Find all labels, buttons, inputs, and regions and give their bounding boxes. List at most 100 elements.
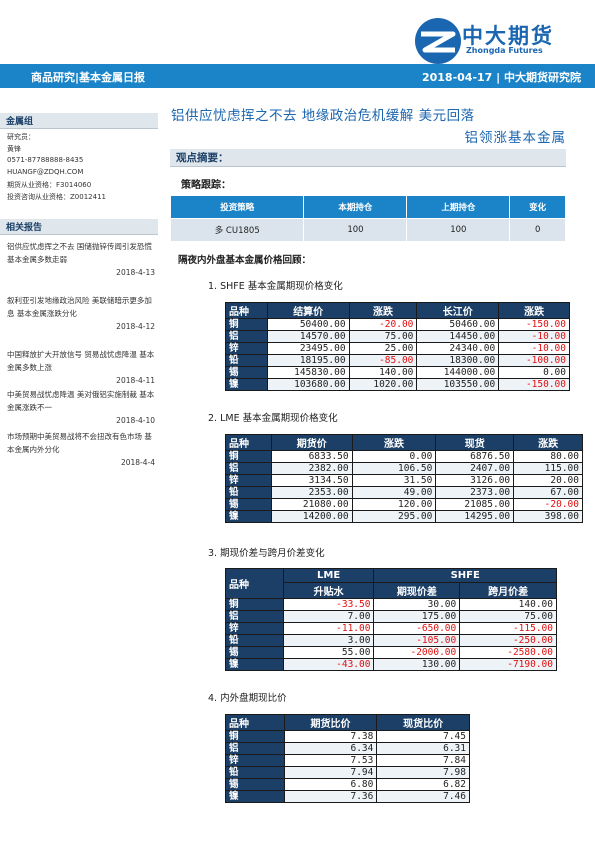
table-cell: -7190.00 xyxy=(459,658,557,671)
table-header-cell: 现货 xyxy=(435,434,515,451)
row-label: 铝 xyxy=(225,742,285,755)
table-cell: 7.36 xyxy=(283,790,378,803)
related-report-1[interactable]: 铝供应忧虑挥之不去 国储抛锌传闻引发恐慌 基本金属多数走弱 2018-4-13 xyxy=(7,240,159,279)
table-cell: 24340.00 xyxy=(416,342,500,355)
table-header-cell: 涨跌 xyxy=(351,434,437,451)
section-heading-lme: 2. LME 基本金属期现价格变化 xyxy=(208,413,338,424)
table-header-cell: 品种 xyxy=(225,714,285,731)
view-summary-bar: 观点摘要： xyxy=(170,149,566,167)
table-cell: -85.00 xyxy=(348,354,418,367)
table-cell: 50460.00 xyxy=(416,318,500,331)
brand-name-en: Zhongda Futures xyxy=(466,46,543,55)
related-report-2[interactable]: 叙利亚引发地缘政治风险 美联储暗示更多加息 基本金属涨跌分化 2018-4-12 xyxy=(7,294,159,333)
consult-qualification: 投资咨询从业资格：Z0012411 xyxy=(7,193,106,201)
table-cell: -150.00 xyxy=(498,378,570,391)
table-header-cell: 现货比价 xyxy=(376,714,470,731)
table-cell: 14200.00 xyxy=(270,510,353,523)
table-row: 锡 55.00 -2000.00 -2580.00 xyxy=(225,646,557,659)
table-row: 镍 -43.00 130.00 -7190.00 xyxy=(225,658,557,671)
lme-price-table: 品种 期货价 涨跌 现货 涨跌铜 6833.50 0.00 6876.50 80.00 铝 2382… xyxy=(225,434,583,523)
table-cell: 3.00 xyxy=(282,634,375,647)
table-row: 锌 7.53 7.84 xyxy=(225,754,470,767)
table-cell: -20.00 xyxy=(348,318,418,331)
researcher-email[interactable]: HUANGF@ZDQH.COM xyxy=(7,168,84,176)
row-label: 锌 xyxy=(225,342,268,355)
table-cell: 49.00 xyxy=(351,486,437,499)
report-date: 2018-4-12 xyxy=(116,322,155,331)
table-cell: 0 xyxy=(509,218,566,242)
review-title: 隔夜内外盘基本金属价格回顾： xyxy=(178,255,312,266)
strategy-table: 投资策略 本期持仓 上期持仓 变化 多 CU1805 100 100 0 xyxy=(169,195,566,242)
report-date-institute: 2018-04-17 | 中大期货研究院 xyxy=(421,71,581,84)
table-cell: 7.00 xyxy=(282,610,375,623)
table-row: 铜 7.38 7.45 xyxy=(225,730,470,743)
section-heading-spread: 3. 期现价差与跨月价差变化 xyxy=(208,548,325,559)
table-header-row: 品种 LME SHFE xyxy=(225,568,557,599)
row-label: 锡 xyxy=(225,498,272,511)
table-cell: -11.00 xyxy=(282,622,375,635)
table-header-cell: 升贴水 xyxy=(282,582,375,599)
table-header-cell: 期货价 xyxy=(270,434,353,451)
table-cell: 6833.50 xyxy=(270,450,353,463)
table-cell: 25.00 xyxy=(348,342,418,355)
table-header-cell: 本期持仓 xyxy=(303,195,408,219)
table-row: 锌 -11.00 -650.00 -115.00 xyxy=(225,622,557,635)
related-report-3[interactable]: 中国释放扩大开放信号 贸易战忧虑降温 基本金属多数上涨 2018-4-11 xyxy=(7,348,159,387)
report-title: 铝供应忧虑挥之不去 国储抛锌传闻引发恐慌 基本金属多数走弱 xyxy=(7,242,152,264)
report-title: 市场预期中美贸易战将不会扭改有色市场 基本金属内外分化 xyxy=(7,432,152,454)
table-row: 锡 6.80 6.82 xyxy=(225,778,470,791)
row-label: 镍 xyxy=(225,658,284,671)
table-cell: 3134.50 xyxy=(270,474,353,487)
table-cell: 67.00 xyxy=(513,486,583,499)
row-label: 铅 xyxy=(225,766,285,779)
related-reports-bar: 相关报告 xyxy=(0,219,158,235)
table-row: 多 CU1805 100 100 0 xyxy=(169,218,566,242)
table-cell: 0.00 xyxy=(498,366,570,379)
table-cell: 7.38 xyxy=(283,730,378,743)
table-cell: 30.00 xyxy=(373,598,461,611)
group-title: 金属组 xyxy=(6,117,34,127)
table-cell: 23495.00 xyxy=(266,342,350,355)
row-label: 铝 xyxy=(225,610,284,623)
table-cell: 115.00 xyxy=(513,462,583,475)
table-cell: 130.00 xyxy=(373,658,461,671)
row-label: 锌 xyxy=(225,474,272,487)
table-header-cell: 品种 xyxy=(225,302,268,319)
table-cell: 398.00 xyxy=(513,510,583,523)
table-row: 铜 6833.50 0.00 6876.50 80.00 xyxy=(225,450,583,463)
row-label: 铜 xyxy=(225,318,268,331)
table-row: 镍 14200.00 295.00 14295.00 398.00 xyxy=(225,510,583,523)
researcher-name: 黄锋 xyxy=(7,145,21,153)
table-cell: -250.00 xyxy=(459,634,557,647)
table-cell: 120.00 xyxy=(351,498,437,511)
brand-name-cn: 中大期货 xyxy=(462,24,554,48)
header-band: 商品研究|基本金属日报 2018-04-17 | 中大期货研究院 xyxy=(0,64,595,88)
related-report-5[interactable]: 市场预期中美贸易战将不会扭改有色市场 基本金属内外分化 2018-4-4 xyxy=(7,430,159,469)
table-cell: 18300.00 xyxy=(416,354,500,367)
row-label: 铅 xyxy=(225,634,284,647)
table-cell: 14570.00 xyxy=(266,330,350,343)
table-cell: 103680.00 xyxy=(266,378,350,391)
section-heading-ratio: 4. 内外盘期现比价 xyxy=(208,693,287,704)
table-cell: 75.00 xyxy=(348,330,418,343)
table-cell: 6876.50 xyxy=(435,450,515,463)
table-cell: 103550.00 xyxy=(416,378,500,391)
report-date: 2018-4-11 xyxy=(116,376,155,385)
table-header-cell: 涨跌 xyxy=(498,302,570,319)
researcher-label: 研究员： xyxy=(7,133,35,141)
table-cell: 7.94 xyxy=(283,766,378,779)
table-cell: -2580.00 xyxy=(459,646,557,659)
table-row: 镍 7.36 7.46 xyxy=(225,790,470,803)
strategy-title: 策略跟踪： xyxy=(181,180,231,191)
table-cell: 6.82 xyxy=(376,778,470,791)
table-row: 铝 14570.00 75.00 14450.00 -10.00 xyxy=(225,330,570,343)
row-label: 锌 xyxy=(225,754,285,767)
table-cell: -100.00 xyxy=(498,354,570,367)
related-report-4[interactable]: 中美贸易战忧虑降温 美对俄铝实施制裁 基本金属涨跌不一 2018-4-10 xyxy=(7,388,159,427)
table-header-cell: 涨跌 xyxy=(513,434,583,451)
row-label: 铝 xyxy=(225,462,272,475)
table-cell: 14450.00 xyxy=(416,330,500,343)
table-cell: 7.98 xyxy=(376,766,470,779)
table-cell: 21085.00 xyxy=(435,498,515,511)
row-label: 铜 xyxy=(225,598,284,611)
